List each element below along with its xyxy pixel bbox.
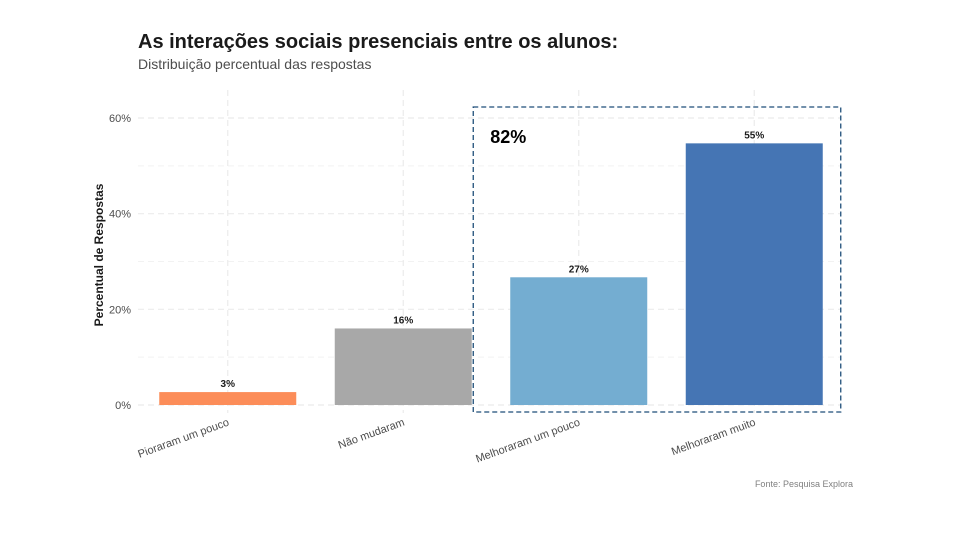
- annotation-label: 82%: [490, 127, 526, 147]
- y-tick-label: 40%: [109, 209, 131, 221]
- bar: [334, 328, 472, 405]
- x-tick-label: Não mudaram: [337, 417, 407, 452]
- bar-value-label: 3%: [221, 379, 236, 390]
- highlight-box: [472, 106, 842, 413]
- chart-subtitle: Distribuição percentual das respostas: [138, 56, 372, 72]
- y-axis-ticks: 0% 20% 40% 60%: [109, 113, 131, 412]
- x-tick-label: Melhoraram um pouco: [474, 417, 582, 466]
- y-tick-label: 60%: [109, 113, 131, 125]
- bar-value-label: 16%: [393, 315, 413, 326]
- y-axis-label: Percentual de Respostas: [92, 183, 106, 326]
- bar: [510, 277, 648, 405]
- y-tick-label: 0%: [115, 400, 131, 412]
- chart-title: As interações sociais presenciais entre …: [138, 31, 619, 53]
- x-tick-label: Melhoraram muito: [670, 417, 757, 459]
- source-caption: Fonte: Pesquisa Explora: [754, 479, 853, 489]
- bar: [685, 143, 823, 405]
- x-axis-ticks: Pioraram um pouco Não mudaram Melhoraram u…: [136, 417, 757, 466]
- bars: 3% 16% 27% 55%: [159, 130, 823, 405]
- bar: [159, 392, 297, 405]
- bar-value-label: 27%: [569, 264, 589, 275]
- bar-value-label: 55%: [744, 130, 764, 141]
- y-tick-label: 20%: [109, 304, 131, 316]
- x-tick-label: Pioraram um pouco: [136, 417, 230, 461]
